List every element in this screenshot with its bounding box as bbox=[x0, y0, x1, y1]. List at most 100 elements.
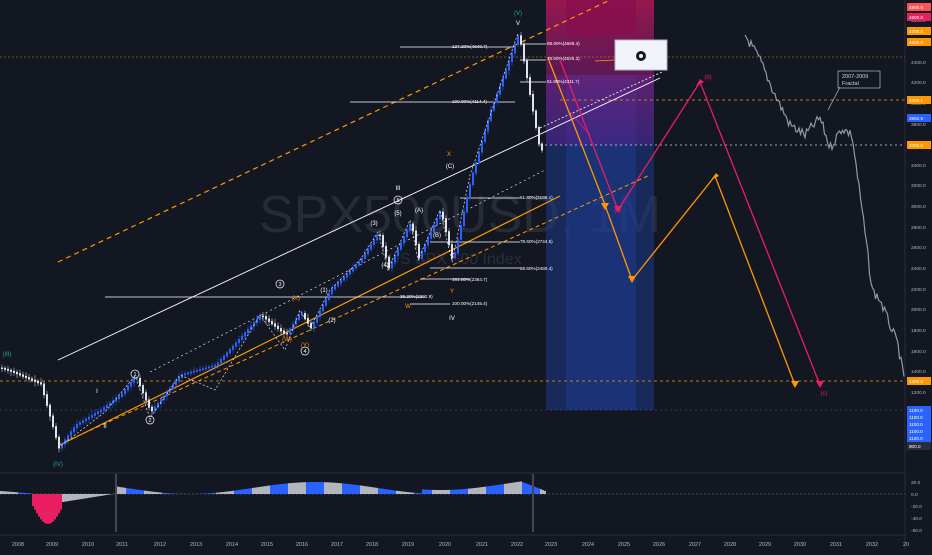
price-badge-label: 1100.0 bbox=[909, 436, 923, 441]
candle-body bbox=[532, 94, 534, 112]
oscillator-bar bbox=[310, 482, 312, 494]
oscillator-bar bbox=[308, 482, 310, 494]
candle-body bbox=[415, 231, 417, 246]
time-axis-label: 2032 bbox=[866, 542, 878, 548]
oscillator-bar bbox=[526, 484, 528, 494]
fib-level-label: 88.60%(2480.4) bbox=[520, 266, 553, 271]
candle-body bbox=[331, 289, 333, 295]
oscillator-bar bbox=[54, 494, 56, 519]
candle-body bbox=[403, 236, 405, 243]
candle-body bbox=[73, 427, 75, 432]
oscillator-bar bbox=[384, 489, 386, 494]
candle-body bbox=[406, 230, 408, 237]
oscillator-bar bbox=[440, 490, 442, 494]
oscillator-bar bbox=[140, 490, 142, 494]
oscillator-bar bbox=[460, 489, 462, 494]
oscillator-bar bbox=[464, 489, 466, 494]
price-axis-label: 3800.0 bbox=[911, 122, 926, 128]
price-axis-label: 2200.0 bbox=[911, 287, 926, 293]
price-axis-label: 4200.0 bbox=[911, 80, 926, 86]
oscillator-bar bbox=[226, 492, 228, 494]
wave-label: X bbox=[447, 152, 451, 158]
candle-body bbox=[382, 235, 384, 247]
oscillator-bar bbox=[398, 491, 400, 494]
oscillator-bar bbox=[466, 489, 468, 494]
oscillator-bar bbox=[240, 490, 242, 494]
oscillator-bar bbox=[246, 489, 248, 494]
candle-body bbox=[442, 212, 444, 219]
candle-body bbox=[70, 431, 72, 436]
oscillator-axis-label: -40.0 bbox=[911, 516, 922, 522]
oscillator-bar bbox=[328, 482, 330, 494]
oscillator-bar bbox=[436, 490, 438, 494]
price-axis-label: 4400.0 bbox=[911, 60, 926, 66]
oscillator-bar bbox=[354, 485, 356, 494]
oscillator-bar bbox=[134, 489, 136, 494]
candle-body bbox=[520, 35, 522, 44]
candle-body bbox=[154, 407, 156, 412]
oscillator-bar bbox=[260, 487, 262, 494]
candle-body bbox=[283, 331, 285, 334]
oscillator-bar bbox=[358, 485, 360, 494]
candle-body bbox=[25, 376, 27, 378]
candle-body bbox=[265, 316, 267, 319]
oscillator-bar bbox=[268, 486, 270, 494]
oscillator-bar bbox=[302, 482, 304, 494]
oscillator-bar bbox=[60, 494, 62, 510]
oscillator-bar bbox=[36, 494, 38, 513]
candle-body bbox=[400, 242, 402, 249]
candle-body bbox=[85, 419, 87, 422]
oscillator-bar bbox=[498, 485, 500, 494]
oscillator-bar bbox=[326, 482, 328, 494]
oscillator-bar bbox=[418, 493, 420, 494]
candle-body bbox=[217, 362, 219, 366]
oscillator-bar bbox=[294, 483, 296, 494]
oscillator-bar bbox=[404, 492, 406, 494]
wave-label: (Y) bbox=[301, 343, 309, 349]
fib-level-label: 100.00%(4114.4) bbox=[452, 99, 487, 104]
oscillator-bar bbox=[270, 485, 272, 494]
oscillator-bar bbox=[160, 493, 162, 494]
fib-level-label: 161.80%(2364.7) bbox=[452, 277, 488, 282]
oscillator-bar bbox=[474, 488, 476, 494]
oscillator-bar bbox=[286, 483, 288, 494]
time-axis-label: 2010 bbox=[82, 542, 94, 548]
oscillator-bar bbox=[400, 491, 402, 494]
oscillator-bar bbox=[420, 493, 422, 494]
oscillator-bar bbox=[534, 487, 536, 494]
eye-icon-pupil bbox=[639, 54, 643, 58]
time-axis-label: 2029 bbox=[759, 542, 771, 548]
wave-label: 5 bbox=[396, 198, 399, 204]
oscillator-bar bbox=[232, 491, 234, 494]
candle-body bbox=[298, 315, 300, 321]
candle-body bbox=[82, 420, 84, 423]
oscillator-bar bbox=[248, 488, 250, 494]
oscillator-bar bbox=[522, 482, 524, 494]
oscillator-bar bbox=[256, 487, 258, 494]
wave-label: (a) bbox=[614, 208, 621, 214]
candle-body bbox=[142, 385, 144, 393]
candle-body bbox=[280, 328, 282, 331]
osc-marker-1 bbox=[115, 474, 117, 532]
oscillator-bar bbox=[50, 494, 52, 523]
oscillator-bar bbox=[392, 490, 394, 494]
oscillator-bar bbox=[252, 488, 254, 494]
candle-body bbox=[304, 313, 306, 319]
oscillator-bar bbox=[126, 488, 128, 494]
oscillator-bar bbox=[340, 483, 342, 494]
oscillator-bar bbox=[368, 487, 370, 494]
oscillator-bar bbox=[412, 493, 414, 494]
wave-label: (5) bbox=[394, 211, 401, 217]
wave-label: II bbox=[103, 424, 107, 430]
oscillator-bar bbox=[394, 490, 396, 494]
wave-label: W bbox=[405, 304, 411, 310]
oscillator-bar bbox=[108, 494, 110, 495]
oscillator-bar bbox=[508, 483, 510, 494]
candle-body bbox=[469, 184, 471, 199]
oscillator-bar bbox=[540, 489, 542, 494]
wave-label: 3 bbox=[278, 282, 281, 288]
oscillator-axis-label: 0.0 bbox=[911, 492, 918, 498]
wave-label: 4 bbox=[303, 349, 306, 355]
oscillator-bar bbox=[290, 483, 292, 494]
